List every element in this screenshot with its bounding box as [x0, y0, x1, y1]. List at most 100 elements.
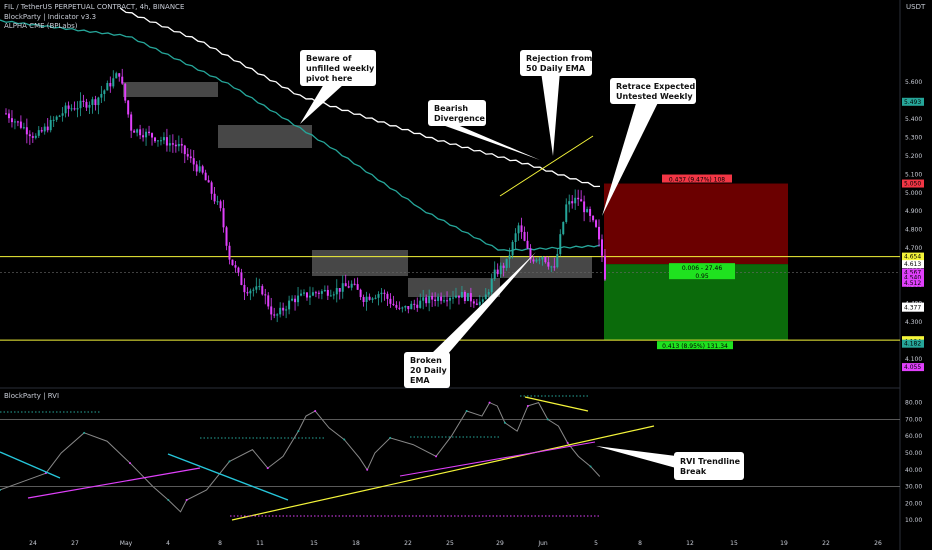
risk-reward-label: [669, 263, 735, 280]
candle-body: [550, 266, 553, 268]
time-tick-label: 12: [686, 540, 694, 547]
candle-body: [383, 292, 386, 294]
candle-body: [347, 286, 350, 288]
candle-body: [368, 296, 371, 300]
candle-body: [490, 278, 493, 293]
annotation-retrace-expected[interactable]: [610, 78, 696, 104]
candle-body: [311, 292, 314, 296]
annotation-ema50-rejection-text: Rejection from: [526, 54, 592, 63]
candle-body: [55, 116, 58, 120]
candle-body: [91, 99, 94, 105]
candle-body: [165, 137, 168, 146]
annotation-ema50-rejection[interactable]: [520, 50, 592, 76]
candle-body: [58, 115, 61, 117]
candle-body: [270, 306, 273, 315]
ema50-line: [119, 7, 601, 188]
time-tick-label: 27: [71, 540, 79, 547]
candle-body: [174, 144, 177, 147]
candle-body: [124, 83, 127, 101]
candle-body: [300, 293, 303, 296]
candle-body: [502, 265, 505, 268]
rvi-point: [465, 410, 468, 412]
candle-body: [186, 154, 189, 157]
annotation-broken-ema20-text: EMA: [410, 376, 430, 385]
candle-body: [156, 140, 159, 142]
annotation-bearish-divergence-pointer: [445, 126, 540, 160]
candle-body: [326, 289, 329, 296]
candle-body: [338, 288, 341, 292]
price-tick-label: 5.200: [905, 153, 922, 160]
annotation-broken-ema20-pointer: [430, 252, 536, 355]
candle-body: [73, 108, 76, 110]
candle-body: [344, 283, 347, 287]
candle-body: [264, 294, 267, 296]
candle-body: [392, 303, 395, 306]
candle-body: [7, 113, 10, 119]
annotation-broken-ema20-text: 20 Daily: [410, 366, 447, 375]
candle-body: [127, 100, 130, 115]
annotation-bearish-divergence[interactable]: [428, 100, 486, 126]
time-tick-label: 15: [730, 540, 738, 547]
candle-body: [94, 99, 97, 106]
candle-body: [82, 100, 85, 102]
candle-body: [341, 283, 344, 292]
candle-body: [88, 104, 91, 108]
candle-body: [279, 307, 282, 315]
rvi-trendline: [167, 453, 289, 501]
annotation-broken-ema20[interactable]: [404, 352, 450, 388]
candle-body: [103, 90, 106, 94]
annotation-rvi-break[interactable]: [674, 452, 744, 480]
candle-body: [577, 197, 580, 200]
annotation-ema50-rejection-text: 50 Daily EMA: [526, 64, 586, 73]
candle-body: [404, 305, 407, 308]
price-tag-label: 4.182: [904, 341, 921, 348]
time-tick-label: 4: [166, 540, 170, 547]
time-tick-label: 29: [496, 540, 504, 547]
candle-body: [323, 289, 326, 292]
candle-body: [419, 300, 422, 308]
rvi-point: [589, 465, 592, 468]
rvi-point: [546, 418, 549, 421]
indicator-label-1[interactable]: BlockParty | Indicator v3.3: [4, 13, 97, 21]
candle-body: [595, 220, 598, 227]
candle-body: [350, 283, 353, 288]
symbol-title[interactable]: FIL / TetherUS PERPETUAL CONTRACT, 4h, B…: [4, 3, 185, 11]
price-tick-label: 4.300: [905, 319, 922, 326]
rvi-divergence-line: [524, 396, 589, 412]
candle-body: [49, 120, 52, 131]
annotation-bearish-divergence-text: Divergence: [434, 114, 486, 123]
candle-body: [535, 259, 538, 262]
candle-body: [514, 233, 517, 243]
indicator-label-2[interactable]: ALPHA CME (BPLabs): [4, 22, 78, 30]
candle-body: [285, 309, 288, 311]
candle-body: [115, 73, 118, 79]
candle-body: [70, 108, 73, 110]
annotation-retrace-expected-text: Untested Weekly: [616, 92, 693, 101]
rvi-point: [343, 438, 346, 441]
candle-body: [297, 295, 300, 303]
rvi-trendline: [27, 467, 201, 499]
candle-body: [136, 129, 139, 133]
stop-loss-zone: [604, 183, 788, 265]
candle-body: [547, 262, 550, 267]
annotation-unfilled-pivot-pointer: [300, 86, 342, 124]
rvi-point: [389, 436, 392, 439]
price-tick-label: 4.100: [905, 356, 922, 363]
rvi-point: [366, 468, 369, 471]
rvi-pane-title[interactable]: BlockParty | RVI: [4, 392, 60, 400]
candle-body: [481, 299, 484, 302]
candle-body: [583, 201, 586, 213]
annotation-unfilled-pivot[interactable]: [300, 50, 376, 86]
candle-body: [118, 73, 121, 77]
time-tick-label: 22: [404, 540, 412, 547]
candle-body: [589, 209, 592, 216]
annotation-ema50-rejection-pointer: [541, 76, 560, 156]
candle-body: [240, 272, 243, 285]
candle-body: [499, 265, 502, 275]
rvi-point: [297, 430, 300, 433]
rvi-tick-label: 80.00: [905, 400, 922, 407]
candle-body: [410, 303, 413, 310]
candle-body: [276, 314, 279, 316]
rvi-point: [566, 441, 569, 444]
